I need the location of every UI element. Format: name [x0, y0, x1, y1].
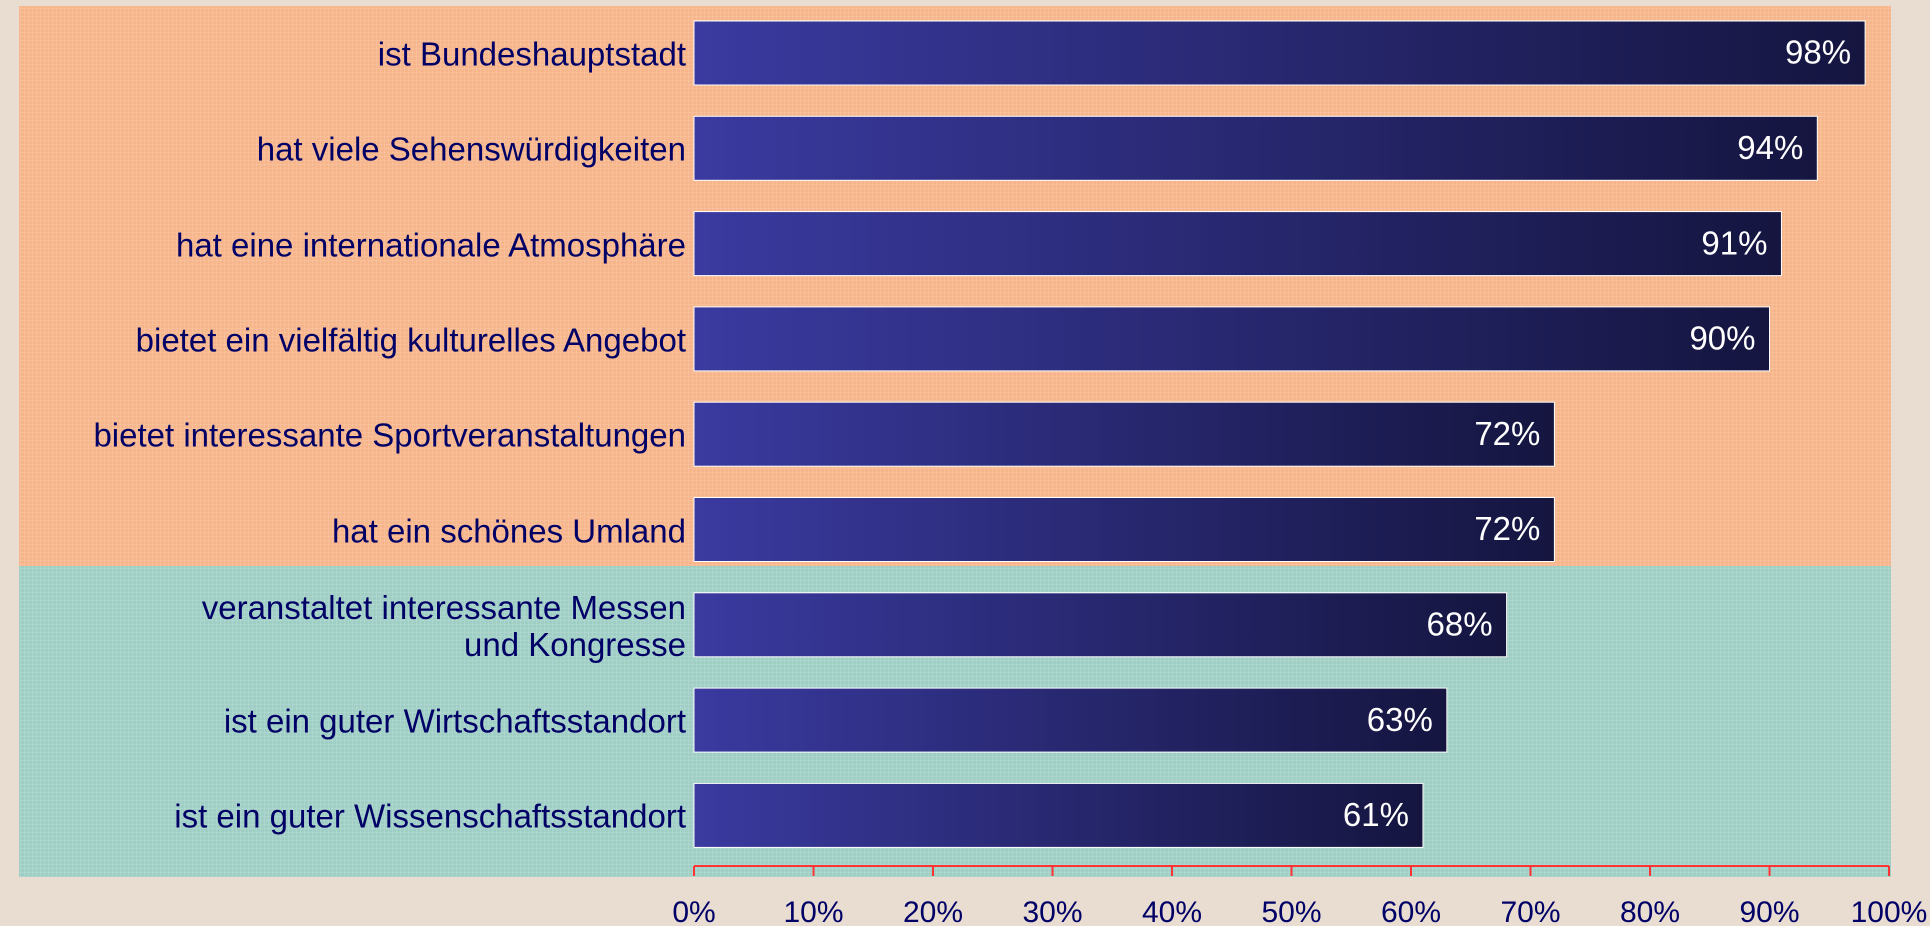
bar — [694, 402, 1554, 466]
x-tick-label: 90% — [1739, 896, 1799, 926]
bar — [694, 116, 1817, 180]
bar — [694, 783, 1423, 847]
bar — [694, 593, 1507, 657]
x-tick-label: 100% — [1851, 896, 1928, 926]
page: 0% 10% 20% 30% 40% 50% 60% 70% 80% 90% 100% 98% 94% 9… — [0, 0, 1930, 926]
value-label: 98% — [1785, 34, 1851, 71]
value-label: 61% — [1343, 796, 1409, 833]
value-label: 72% — [1474, 510, 1540, 547]
category-label: bietet ein vielfältig kulturelles Angebo… — [136, 321, 686, 358]
category-label: hat viele Sehenswürdigkeiten — [257, 131, 686, 168]
x-tick-label: 30% — [1022, 896, 1082, 926]
x-tick-label: 20% — [903, 896, 963, 926]
value-label: 63% — [1367, 701, 1433, 738]
x-tick-label: 70% — [1500, 896, 1560, 926]
bar — [694, 21, 1865, 85]
category-label: hat ein schönes Umland — [332, 512, 686, 549]
x-tick-label: 50% — [1261, 896, 1321, 926]
bar — [694, 307, 1770, 371]
category-label: ist Bundeshauptstadt — [378, 36, 686, 73]
category-label: veranstaltet interessante Messen und Kon… — [202, 589, 686, 663]
bar — [694, 498, 1554, 562]
category-label: ist ein guter Wissenschaftsstandort — [174, 798, 686, 835]
x-tick-label: 60% — [1381, 896, 1441, 926]
category-label: hat eine internationale Atmosphäre — [176, 226, 686, 263]
x-tick-label: 0% — [672, 896, 715, 926]
value-label: 72% — [1474, 415, 1540, 452]
x-tick-label: 80% — [1620, 896, 1680, 926]
bar — [694, 212, 1781, 276]
x-tick-label: 10% — [783, 896, 843, 926]
value-label: 90% — [1689, 320, 1755, 357]
category-label: bietet interessante Sportveranstaltungen — [93, 417, 686, 454]
x-tick-label: 40% — [1142, 896, 1202, 926]
category-label: ist ein guter Wirtschaftsstandort — [224, 703, 686, 740]
value-label: 91% — [1701, 224, 1767, 261]
value-label: 94% — [1737, 129, 1803, 166]
bar — [694, 688, 1447, 752]
value-label: 68% — [1427, 606, 1493, 643]
